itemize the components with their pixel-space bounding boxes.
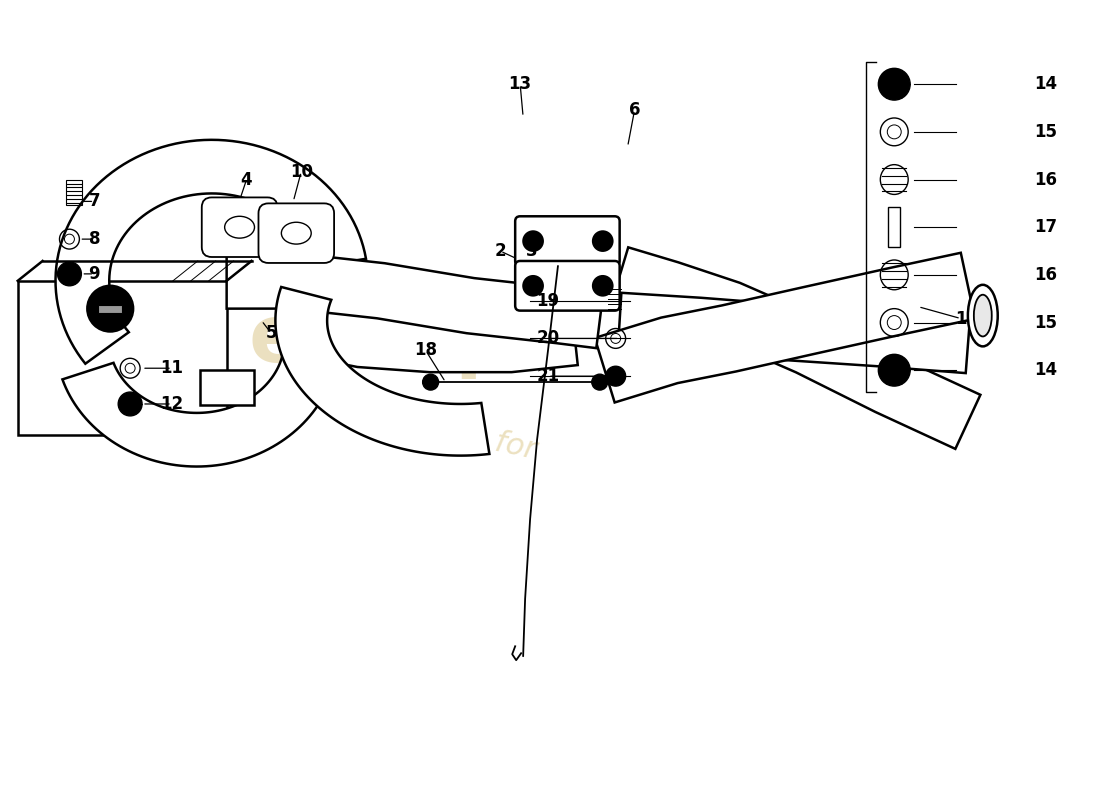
Circle shape xyxy=(593,276,613,296)
Text: 9: 9 xyxy=(88,265,100,283)
Circle shape xyxy=(118,392,142,416)
Text: 21: 21 xyxy=(537,367,560,385)
Circle shape xyxy=(87,286,133,331)
Circle shape xyxy=(887,76,902,92)
Circle shape xyxy=(124,398,136,410)
Text: 1: 1 xyxy=(955,310,967,327)
Text: 15: 15 xyxy=(1034,123,1057,141)
Text: 10: 10 xyxy=(289,162,312,181)
Bar xyxy=(66,179,82,206)
Text: 14: 14 xyxy=(1034,75,1057,94)
Polygon shape xyxy=(55,140,366,364)
Circle shape xyxy=(887,362,902,378)
Bar xyxy=(889,207,900,247)
FancyBboxPatch shape xyxy=(258,203,334,263)
Text: a passion for: a passion for xyxy=(341,395,540,465)
Polygon shape xyxy=(618,293,970,373)
Text: 12: 12 xyxy=(161,395,184,413)
Polygon shape xyxy=(306,304,578,372)
Circle shape xyxy=(524,276,543,296)
Text: 17: 17 xyxy=(1034,218,1057,236)
Ellipse shape xyxy=(547,222,589,264)
Bar xyxy=(18,281,227,434)
Text: 5: 5 xyxy=(266,325,277,342)
Ellipse shape xyxy=(556,230,581,256)
Polygon shape xyxy=(227,253,603,348)
FancyBboxPatch shape xyxy=(201,198,277,257)
Polygon shape xyxy=(612,247,980,449)
Circle shape xyxy=(592,374,607,390)
Polygon shape xyxy=(595,253,975,402)
Circle shape xyxy=(606,366,626,386)
Text: 2: 2 xyxy=(494,242,506,260)
Circle shape xyxy=(57,262,81,286)
Text: 6: 6 xyxy=(629,101,640,119)
Text: 3: 3 xyxy=(526,242,538,260)
Ellipse shape xyxy=(547,267,589,309)
Circle shape xyxy=(878,68,910,100)
Text: 16: 16 xyxy=(1034,266,1057,284)
Text: 15: 15 xyxy=(1034,314,1057,331)
Text: 16: 16 xyxy=(1034,170,1057,189)
Text: 14: 14 xyxy=(1034,362,1057,379)
Bar xyxy=(98,305,122,313)
Circle shape xyxy=(524,231,543,251)
Circle shape xyxy=(422,374,439,390)
Ellipse shape xyxy=(974,294,992,337)
Ellipse shape xyxy=(556,275,581,301)
Text: 8: 8 xyxy=(89,230,100,248)
FancyBboxPatch shape xyxy=(515,216,619,266)
Text: 18: 18 xyxy=(414,342,437,359)
Ellipse shape xyxy=(968,285,998,346)
Circle shape xyxy=(610,371,620,381)
Polygon shape xyxy=(200,370,253,405)
Text: 20: 20 xyxy=(537,330,560,347)
FancyBboxPatch shape xyxy=(515,261,619,310)
Polygon shape xyxy=(63,341,338,466)
Text: 19: 19 xyxy=(537,292,560,310)
Polygon shape xyxy=(275,287,490,456)
Text: 13: 13 xyxy=(508,75,531,94)
Circle shape xyxy=(878,354,910,386)
Circle shape xyxy=(593,231,613,251)
Text: 11: 11 xyxy=(161,359,184,378)
Circle shape xyxy=(64,268,76,280)
Text: 7: 7 xyxy=(88,192,100,210)
Text: europ: europ xyxy=(249,302,514,379)
Text: 4: 4 xyxy=(241,170,252,189)
